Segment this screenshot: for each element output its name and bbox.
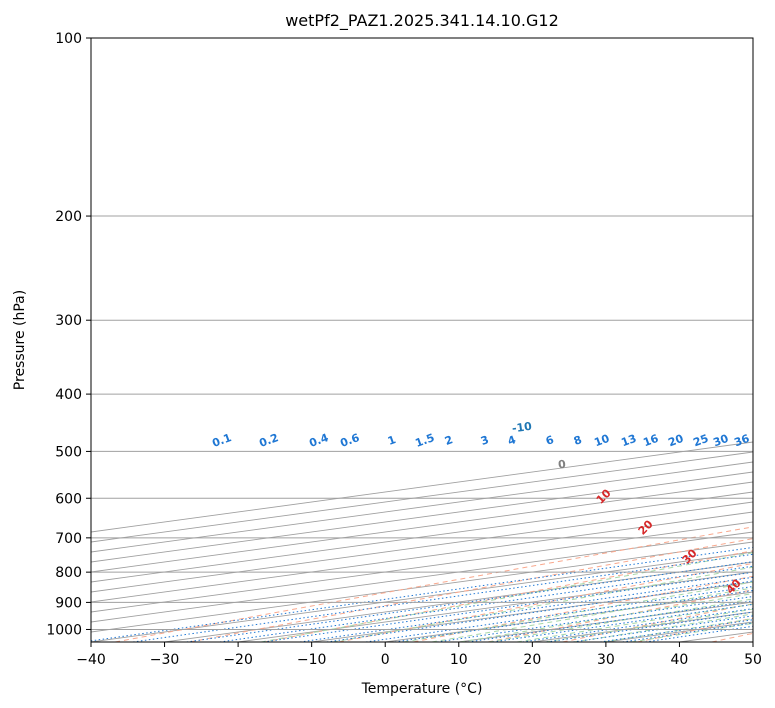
x-tick-label: −10: [297, 652, 327, 668]
moist-adiabat-line: [545, 608, 753, 642]
mixing-ratio-label: 30: [711, 432, 730, 450]
dry-adiabat-label: 20: [636, 517, 656, 537]
background-lines: [91, 441, 753, 642]
isotherm-line: [91, 491, 753, 583]
dry-adiabat-line: [189, 538, 753, 642]
mixing-ratio-line: [522, 608, 753, 642]
mixing-ratio-label: 1: [386, 433, 398, 448]
mixing-ratio-label: 8: [572, 433, 584, 448]
moist-adiabat-line: [260, 552, 753, 642]
x-tick-label: −20: [223, 652, 253, 668]
mixing-ratio-label: 4: [506, 433, 518, 448]
mixing-ratio-label: 25: [691, 432, 710, 449]
y-tick-label: 500: [55, 444, 82, 460]
mixing-ratio-label: 10: [592, 432, 611, 450]
mixing-ratio-label: 1.5: [413, 431, 436, 450]
pressure-gridlines: [91, 37, 753, 630]
isotherm-line: [91, 531, 753, 623]
mixing-ratio-label: 0.1: [210, 431, 233, 450]
x-tick-label: 40: [671, 652, 689, 668]
x-tick-label: 30: [597, 652, 615, 668]
axes: −40 −30 −20 −10 0 10 20 30 40 5010009008007006005…: [46, 31, 762, 668]
x-axis-label: Temperature (°C): [361, 681, 483, 697]
mixing-ratio-label: 3: [479, 433, 491, 448]
mixing-ratio-line: [467, 600, 753, 642]
dry-adiabat-line: [637, 617, 753, 642]
isoline-labels: -100-90-80-70-60-50-40-30-20-10010203040…: [210, 420, 751, 597]
moist-adiabat-line: [516, 603, 753, 642]
mixing-ratio-label: 2: [443, 433, 455, 448]
isotherm-line: [91, 461, 753, 553]
isotherm-label: -10: [511, 420, 533, 436]
dry-adiabat-line: [562, 603, 753, 642]
x-tick-label: 10: [450, 652, 468, 668]
mixing-ratio-label: 6: [544, 433, 556, 448]
mixing-ratio-label: 0.2: [257, 431, 280, 450]
mixing-ratio-label: 16: [641, 432, 660, 450]
y-tick-label: 600: [55, 491, 82, 507]
y-tick-label: 400: [55, 387, 82, 403]
isotherm-line: [91, 521, 753, 613]
y-tick-label: 1000: [46, 622, 82, 638]
x-tick-label: 50: [744, 652, 762, 668]
x-tick-label: −40: [76, 652, 106, 668]
dry-adiabat-line: [711, 632, 753, 642]
isotherm-line: [385, 591, 753, 642]
y-tick-label: 200: [55, 209, 82, 225]
mixing-ratio-label: 0.4: [307, 431, 330, 450]
mixing-ratio-line: [365, 585, 753, 642]
mixing-ratio-label: 0.6: [338, 431, 361, 450]
x-tick-label: 20: [523, 652, 541, 668]
plot-frame: [90, 37, 754, 643]
y-tick-label: 800: [55, 565, 82, 581]
dry-adiabat-line: [264, 550, 753, 642]
mixing-ratio-line: [645, 625, 753, 642]
isotherm-line: [91, 551, 753, 642]
dry-adiabat-line: [413, 575, 753, 642]
isotherm-line: [91, 501, 753, 593]
mixing-ratio-line: [394, 590, 753, 642]
moist-adiabat-line: [460, 592, 753, 642]
isotherm-line: [91, 511, 753, 603]
y-tick-label: 100: [55, 31, 82, 47]
isotherm-line: [91, 481, 753, 573]
y-tick-label: 700: [55, 531, 82, 547]
x-tick-label: −30: [150, 652, 180, 668]
mixing-ratio-line: [436, 595, 753, 642]
x-tick-label: 0: [381, 652, 390, 668]
isotherm-line: [91, 541, 753, 633]
isotherm-line: [311, 581, 753, 642]
y-axis-label: Pressure (hPa): [12, 290, 28, 390]
mixing-ratio-label: 36: [732, 432, 751, 450]
y-tick-label: 900: [55, 595, 82, 611]
moist-adiabat-line: [403, 581, 753, 642]
chart-title: wetPf2_PAZ1.2025.341.14.10.G12: [285, 11, 559, 31]
isotherm-line: [458, 601, 753, 642]
isotherm-line: [532, 611, 753, 642]
isotherm-line: [91, 471, 753, 563]
dry-adiabat-line: [114, 526, 753, 642]
isotherm-label: 0: [557, 458, 567, 472]
isotherm-line: [91, 451, 753, 543]
dry-adiabat-line: [338, 562, 753, 642]
mixing-ratio-line: [132, 553, 753, 642]
mixing-ratio-label: 20: [666, 432, 685, 450]
moist-adiabat-line: [602, 618, 753, 642]
y-tick-label: 300: [55, 313, 82, 329]
mixing-ratio-label: 13: [619, 432, 638, 449]
mixing-ratio-line: [546, 611, 753, 642]
dry-adiabat-line: [487, 589, 753, 642]
isotherm-line: [752, 641, 753, 642]
